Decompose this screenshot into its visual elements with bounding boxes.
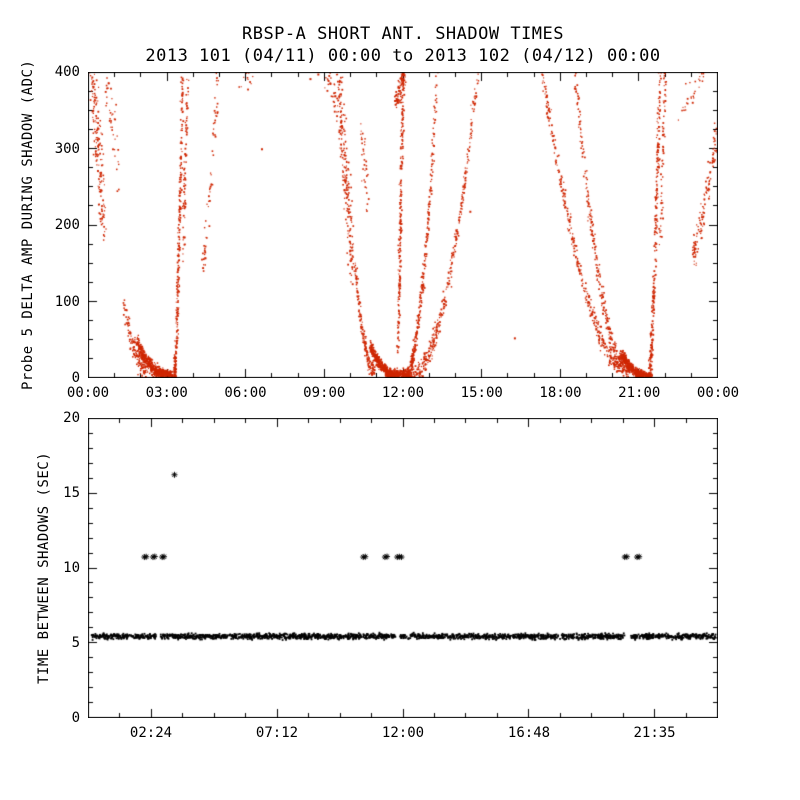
top-x-tick-label: 18:00	[539, 385, 582, 401]
bottom-y-tick-label: 20	[63, 410, 80, 426]
bottom-y-tick-label: 0	[71, 710, 80, 726]
top-x-tick-label: 00:00	[66, 385, 110, 401]
chart-subtitle: 2013 101 (04/11) 00:00 to 2013 102 (04/1…	[145, 46, 661, 66]
top-x-tick-label: 21:00	[618, 385, 661, 401]
top-y-tick-label: 100	[54, 293, 80, 310]
chart-title: RBSP-A SHORT ANT. SHADOW TIMES	[241, 24, 565, 44]
top-x-tick-label: 15:00	[460, 385, 503, 401]
bottom-y-tick-label: 15	[63, 485, 80, 501]
top-x-tick-label: 06:00	[224, 385, 267, 401]
bottom-x-tick-label: 16:48	[507, 725, 551, 741]
bottom-panel-scatter-plot	[88, 418, 718, 718]
top-panel-scatter-plot	[88, 72, 718, 378]
top-x-tick-label: 09:00	[303, 385, 346, 401]
top-x-tick-label: 00:00	[696, 385, 740, 401]
top-panel-y-axis-label: Probe 5 DELTA AMP DURING SHADOW (ADC)	[20, 59, 36, 391]
bottom-x-tick-label: 21:35	[633, 725, 676, 741]
bottom-y-tick-label: 5	[71, 635, 80, 651]
bottom-x-tick-label: 02:24	[129, 725, 173, 741]
top-y-tick-label: 0	[71, 370, 80, 386]
top-x-tick-label: 03:00	[145, 385, 188, 401]
top-y-tick-label: 200	[54, 217, 80, 233]
top-y-tick-label: 400	[54, 64, 80, 80]
top-x-tick-label: 12:00	[381, 385, 425, 401]
bottom-x-tick-label: 07:12	[255, 725, 299, 741]
top-y-tick-label: 300	[54, 140, 80, 157]
bottom-x-tick-label: 12:00	[381, 725, 425, 741]
bottom-y-tick-label: 10	[63, 560, 80, 576]
